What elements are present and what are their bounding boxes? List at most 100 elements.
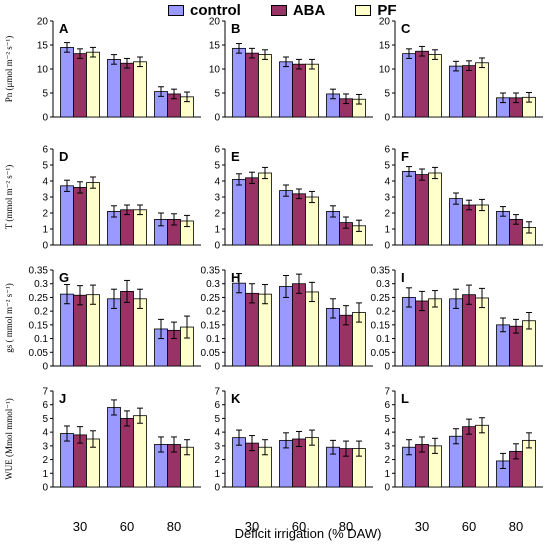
y-tick-label: 20 bbox=[379, 17, 391, 28]
bar-aba bbox=[415, 174, 429, 246]
y-tick-label: 4 bbox=[42, 177, 48, 188]
y-tick-label: 2 bbox=[384, 455, 390, 466]
y-tick-label: 6 bbox=[42, 145, 48, 156]
x-category-label: 30 bbox=[415, 519, 429, 534]
y-tick-label: 1 bbox=[214, 469, 220, 480]
bar-pf bbox=[133, 415, 147, 488]
bar-pf bbox=[133, 61, 147, 118]
bar-control bbox=[402, 297, 416, 367]
y-tick-label: 1 bbox=[42, 469, 48, 480]
panel-i: 0 0.05 0.1 0.15 0.2 0.25 0.3 0.35 I bbox=[371, 266, 543, 373]
y-tick-label: 1 bbox=[42, 225, 48, 236]
bar-pf bbox=[86, 51, 100, 118]
x-category-label: 30 bbox=[73, 519, 87, 534]
x-axis-title: Deficit irrigation (% DAW) bbox=[235, 526, 382, 541]
bar-aba bbox=[245, 292, 259, 367]
y-tick-label: 0.35 bbox=[201, 266, 221, 277]
y-tick-label: 5 bbox=[384, 414, 390, 425]
y-tick-label: 0 bbox=[42, 362, 48, 373]
bar-aba bbox=[245, 52, 259, 118]
y-tick-label: 2 bbox=[384, 209, 390, 220]
y-tick-label: 5 bbox=[384, 161, 390, 172]
bar-pf bbox=[475, 297, 489, 367]
x-category-label: 30 bbox=[245, 519, 259, 534]
bar-control bbox=[232, 178, 246, 246]
y-tick-label: 6 bbox=[214, 400, 220, 411]
y-tick-label: 0.3 bbox=[376, 279, 390, 290]
y-tick-label: 0.35 bbox=[29, 266, 49, 277]
y-tick-label: 6 bbox=[384, 145, 390, 156]
bar-aba bbox=[120, 418, 134, 488]
bar-control bbox=[232, 47, 246, 118]
panel-label: B bbox=[231, 21, 240, 36]
panel-label: A bbox=[59, 21, 69, 36]
y-tick-label: 15 bbox=[209, 41, 221, 52]
bar-aba bbox=[292, 283, 306, 367]
x-category-label: 60 bbox=[292, 519, 306, 534]
panel-j: 0 1 2 3 4 5 6 7 J 30 60 80 WUE (Mmol mmol⁻¹) bbox=[4, 387, 201, 534]
y-tick-label: 5 bbox=[42, 161, 48, 172]
bar-pf bbox=[305, 291, 319, 367]
y-tick-label: 0.15 bbox=[371, 320, 391, 331]
bar-aba bbox=[462, 204, 476, 246]
bar-pf bbox=[86, 294, 100, 367]
legend-item-pf: PF bbox=[355, 2, 397, 19]
y-tick-label: 10 bbox=[209, 65, 221, 76]
panel-h: 0 0.05 0.1 0.15 0.2 0.25 0.3 0.35 H bbox=[201, 266, 373, 373]
y-tick-label: 0 bbox=[384, 113, 390, 124]
y-tick-label: 0.15 bbox=[201, 320, 221, 331]
y-tick-label: 20 bbox=[37, 17, 49, 28]
panel-label: G bbox=[59, 270, 69, 285]
panel-f: 0 1 2 3 4 5 6 F bbox=[384, 145, 543, 252]
y-tick-label: 0.2 bbox=[376, 307, 390, 318]
x-category-label: 80 bbox=[509, 519, 523, 534]
panel-label: J bbox=[59, 391, 66, 406]
y-tick-label: 0.2 bbox=[34, 307, 48, 318]
panel-label: K bbox=[231, 391, 241, 406]
bar-pf bbox=[258, 54, 272, 118]
legend-label-control: control bbox=[190, 1, 241, 19]
panel-g: 0 0.05 0.1 0.15 0.2 0.25 0.3 0.35 Ggs ( mmol m⁻²… bbox=[4, 266, 201, 373]
y-tick-label: 4 bbox=[214, 428, 220, 439]
y-tick-label: 0.1 bbox=[34, 334, 48, 345]
panel-b: 0 5 10 15 20 B bbox=[209, 17, 373, 124]
x-category-label: 80 bbox=[339, 519, 353, 534]
y-tick-label: 0.05 bbox=[201, 348, 221, 359]
bar-control bbox=[402, 170, 416, 246]
bar-pf bbox=[428, 298, 442, 367]
y-tick-label: 2 bbox=[214, 209, 220, 220]
bar-control bbox=[232, 282, 246, 367]
y-tick-label: 10 bbox=[37, 65, 49, 76]
y-tick-label: 3 bbox=[214, 193, 220, 204]
y-tick-label: 1 bbox=[384, 469, 390, 480]
panel-label: I bbox=[401, 270, 405, 285]
y-tick-label: 0 bbox=[42, 241, 48, 252]
y-tick-label: 15 bbox=[37, 41, 49, 52]
panel-label: D bbox=[59, 149, 68, 164]
panel-label: E bbox=[231, 149, 240, 164]
panel-c: 0 5 10 15 20 C bbox=[379, 17, 543, 124]
y-tick-label: 1 bbox=[384, 225, 390, 236]
bar-control bbox=[449, 65, 463, 118]
y-tick-label: 6 bbox=[42, 400, 48, 411]
x-category-label: 60 bbox=[462, 519, 476, 534]
legend-item-aba: ABA bbox=[270, 2, 325, 19]
y-tick-label: 5 bbox=[214, 161, 220, 172]
y-tick-label: 6 bbox=[384, 400, 390, 411]
y-tick-label: 0.35 bbox=[371, 266, 391, 277]
panel-label: C bbox=[401, 21, 411, 36]
bar-control bbox=[279, 190, 293, 246]
bar-aba bbox=[73, 186, 87, 246]
y-tick-label: 5 bbox=[42, 89, 48, 100]
y-tick-label: 0 bbox=[384, 483, 390, 494]
bar-aba bbox=[292, 193, 306, 246]
y-axis-title: Pn (μmol m⁻² s⁻¹) bbox=[4, 36, 14, 102]
y-tick-label: 5 bbox=[214, 89, 220, 100]
y-axis-title: gs ( mmol m⁻² s⁻¹) bbox=[4, 283, 14, 352]
y-tick-label: 3 bbox=[42, 193, 48, 204]
bar-pf bbox=[428, 172, 442, 246]
y-tick-label: 1 bbox=[214, 225, 220, 236]
y-tick-label: 0.2 bbox=[206, 307, 220, 318]
y-tick-label: 4 bbox=[384, 177, 390, 188]
y-tick-label: 0.15 bbox=[29, 320, 49, 331]
